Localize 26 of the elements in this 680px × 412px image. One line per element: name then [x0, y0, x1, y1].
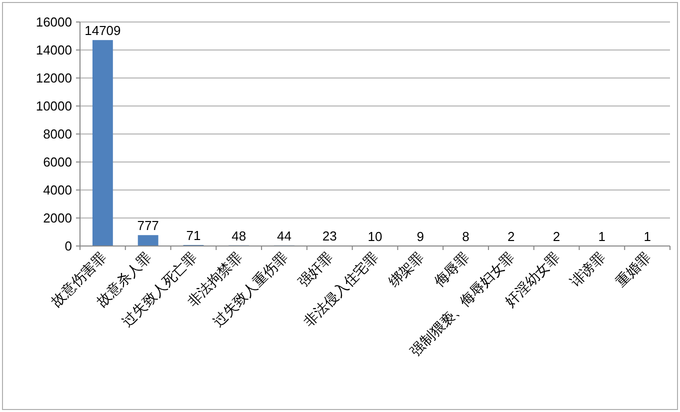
y-tick-label: 2000: [43, 210, 72, 226]
data-label: 2: [552, 228, 560, 244]
data-label: 71: [186, 228, 201, 244]
y-tick-label: 14000: [36, 42, 72, 58]
x-tick-label: 诽谤罪: [567, 248, 608, 290]
data-label: 8: [462, 228, 470, 244]
data-label: 44: [276, 228, 292, 244]
y-tick-label: 16000: [36, 14, 72, 30]
data-label: 14709: [84, 23, 121, 38]
data-label: 9: [416, 228, 424, 244]
y-tick-label: 8000: [43, 126, 72, 142]
data-label: 2: [508, 228, 515, 244]
data-label: 10: [368, 228, 382, 244]
data-label: 23: [322, 228, 337, 244]
y-tick-label: 12000: [36, 70, 72, 86]
x-tick-label: 强奸罪: [294, 248, 336, 290]
y-tick-label: 4000: [43, 182, 72, 198]
y-tick-label: 6000: [43, 154, 72, 170]
data-label: 777: [137, 218, 159, 234]
data-label: 1: [598, 228, 606, 244]
data-label: 48: [232, 228, 246, 244]
x-tick-label: 重婚罪: [612, 248, 654, 290]
data-label: 1: [644, 228, 651, 244]
y-tick-label: 0: [64, 238, 72, 254]
x-tick-label: 绑架罪: [385, 248, 427, 290]
y-tick-label: 10000: [36, 98, 72, 114]
